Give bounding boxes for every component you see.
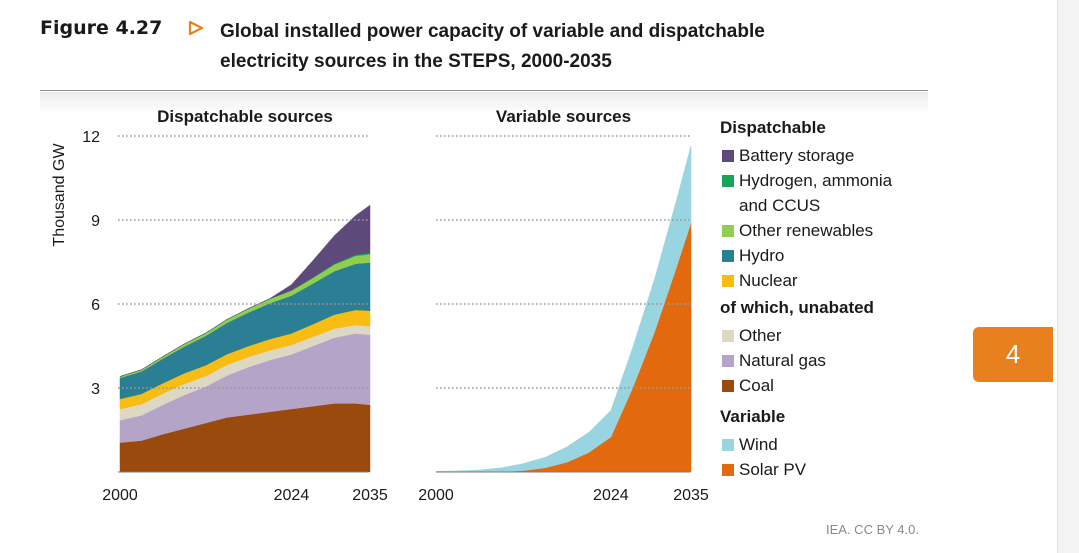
legend-swatch-nuclear	[722, 275, 734, 287]
legend-label-nuclear: Nuclear	[739, 271, 798, 290]
dispatchable-x-tick-2024: 2024	[274, 487, 310, 504]
legend-swatch-solar	[722, 464, 734, 476]
legend: Dispatchable Battery storage Hydrogen, am…	[720, 117, 940, 482]
legend-item-hydro: Hydro	[720, 243, 940, 268]
legend-item-nuclear: Nuclear	[720, 268, 940, 293]
legend-label-hydrogen: Hydrogen, ammonia	[739, 171, 893, 190]
legend-swatch-other	[722, 330, 734, 342]
dispatchable-x-tick-2035: 2035	[352, 487, 388, 504]
legend-label-battery: Battery storage	[739, 146, 855, 165]
title-rule	[40, 90, 928, 91]
dispatchable-panel-title: Dispatchable sources	[157, 107, 333, 126]
variable-x-tick-2035: 2035	[673, 487, 709, 504]
legend-label-hydro: Hydro	[739, 246, 785, 265]
figure-title: Global installed power capacity of varia…	[220, 17, 920, 77]
side-scroll-strip	[1057, 0, 1079, 553]
legend-swatch-wind	[722, 439, 734, 451]
legend-swatch-hydrogen	[722, 175, 734, 187]
legend-item-coal: Coal	[720, 373, 940, 398]
legend-item-wind: Wind	[720, 432, 940, 457]
chart-canvas: Dispatchable sources 2000 2024 2035 3 6 9 12 Tho…	[51, 107, 709, 504]
legend-header-dispatchable: Dispatchable	[720, 118, 826, 137]
dispatchable-area-battery	[119, 204, 371, 377]
figure-title-line-1: Global installed power capacity of varia…	[220, 21, 765, 42]
chapter-tab[interactable]: 4	[973, 327, 1053, 382]
legend-label-natural_gas: Natural gas	[739, 351, 826, 370]
legend-swatch-other_renewables	[722, 225, 734, 237]
legend-swatch-battery	[722, 150, 734, 162]
figure-label: Figure 4.27	[40, 17, 163, 39]
variable-area-solar	[436, 222, 692, 473]
legend-label-hydrogen-1: and CCUS	[739, 196, 821, 215]
legend-group-unabated: Other Natural gas Coal	[720, 323, 940, 398]
legend-item-solar: Solar PV	[720, 457, 940, 482]
variable-area-wind	[435, 145, 692, 473]
y-tick-3: 3	[91, 381, 100, 398]
dispatchable-x-tick-2000: 2000	[102, 487, 138, 504]
variable-x-tick-2024: 2024	[593, 487, 629, 504]
legend-header-variable: Variable	[720, 407, 786, 426]
legend-label-other: Other	[739, 326, 782, 345]
legend-label-other_renewables: Other renewables	[739, 221, 874, 240]
legend-item-natural_gas: Natural gas	[720, 348, 940, 373]
legend-label-solar: Solar PV	[739, 460, 807, 479]
legend-header-unabated: of which, unabated	[720, 298, 874, 317]
legend-item-other_renewables: Other renewables	[720, 218, 940, 243]
variable-panel-title: Variable sources	[496, 107, 631, 126]
legend-item-battery: Battery storage	[720, 143, 940, 168]
y-axis-label: Thousand GW	[51, 143, 68, 247]
legend-label-wind: Wind	[739, 435, 778, 454]
y-tick-9: 9	[91, 213, 100, 230]
legend-group-variable: Wind Solar PV	[720, 432, 940, 482]
legend-item-other: Other	[720, 323, 940, 348]
y-tick-6: 6	[91, 297, 100, 314]
legend-item-hydrogen: Hydrogen, ammonia and CCUS	[720, 168, 940, 218]
triangle-right-icon	[188, 20, 204, 36]
legend-label-coal: Coal	[739, 376, 774, 395]
legend-swatch-coal	[722, 380, 734, 392]
y-tick-12: 12	[82, 129, 100, 146]
credit-text: IEA. CC BY 4.0.	[826, 522, 919, 537]
variable-x-tick-2000: 2000	[418, 487, 454, 504]
legend-swatch-natural_gas	[722, 355, 734, 367]
legend-swatch-hydro	[722, 250, 734, 262]
legend-group-dispatchable: Battery storage Hydrogen, ammonia and CCUS…	[720, 143, 940, 293]
title-shade	[40, 92, 928, 114]
figure-title-line-2: electricity sources in the STEPS, 2000-2…	[220, 51, 612, 72]
